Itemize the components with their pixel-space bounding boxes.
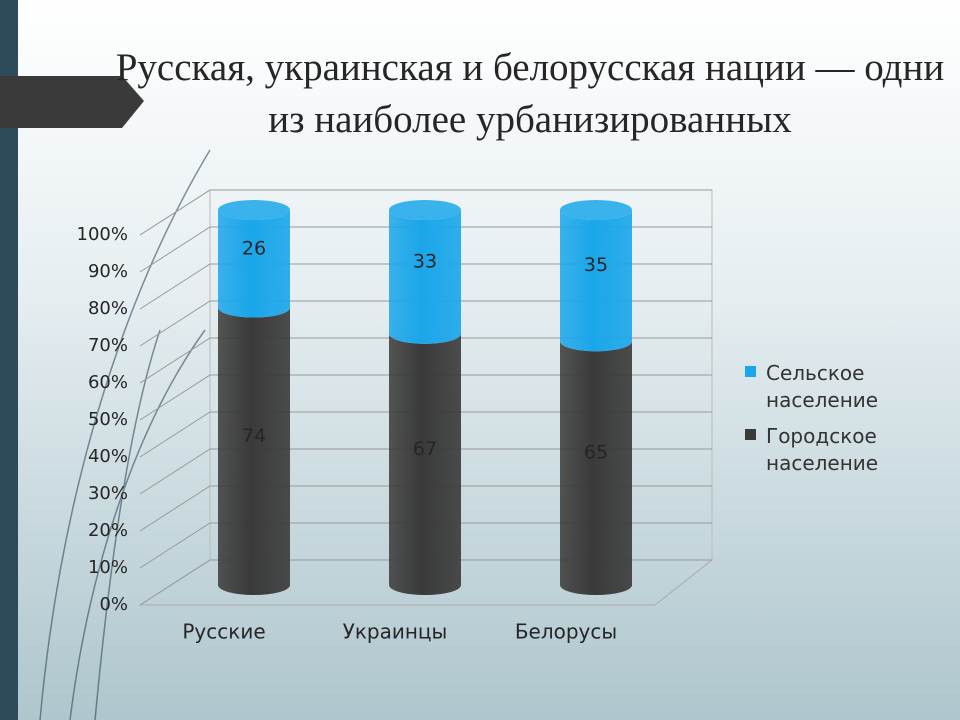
decor-lines xyxy=(39,149,211,720)
cylinder-segment xyxy=(218,307,290,595)
grid-line xyxy=(139,189,712,236)
grid-line xyxy=(139,374,712,421)
cylinder-segment xyxy=(560,341,632,595)
data-label: 26 xyxy=(242,237,266,259)
grid-line xyxy=(139,300,712,347)
cylinder-cap xyxy=(389,200,461,220)
x-tick-label: Украинцы xyxy=(343,620,448,644)
title-tab xyxy=(0,76,144,128)
grid-line xyxy=(139,522,712,569)
x-tick-label: Белорусы xyxy=(515,620,617,644)
cylinder-cap xyxy=(218,200,290,220)
y-tick-label: 40% xyxy=(88,446,128,467)
cylinder-cap xyxy=(560,200,632,220)
cylinder-segment xyxy=(389,210,461,344)
y-tick-label: 30% xyxy=(88,483,128,504)
y-tick-label: 100% xyxy=(77,224,128,245)
cylinder-segment xyxy=(560,210,632,352)
grid-line xyxy=(139,411,712,458)
y-tick-label: 10% xyxy=(88,557,128,578)
grid-line xyxy=(139,337,712,384)
side-strip xyxy=(0,0,18,720)
legend-entry: Городское население xyxy=(766,424,879,475)
y-tick-label: 20% xyxy=(88,520,128,541)
data-label: 74 xyxy=(242,425,266,447)
data-label: 35 xyxy=(584,254,608,276)
grid-line xyxy=(139,226,712,273)
y-tick-label: 50% xyxy=(88,409,128,430)
legend-swatch xyxy=(745,429,756,440)
data-label: 65 xyxy=(584,442,608,464)
grid-line xyxy=(139,485,712,532)
grid-line xyxy=(139,559,712,606)
chart-title: Русская, украинская и белорусская нации … xyxy=(115,46,945,141)
grid-line xyxy=(139,448,712,495)
legend-swatch xyxy=(745,366,756,377)
y-tick-label: 0% xyxy=(99,594,128,615)
data-label: 67 xyxy=(413,438,437,460)
grid-line xyxy=(139,263,712,310)
cylinder-segment xyxy=(218,210,290,318)
data-label: 33 xyxy=(413,250,437,272)
y-tick-label: 80% xyxy=(88,298,128,319)
y-tick-label: 70% xyxy=(88,335,128,356)
cylinder-segment xyxy=(389,333,461,595)
legend-entry: Сельское население xyxy=(766,361,879,412)
y-tick-label: 90% xyxy=(88,261,128,282)
y-tick-label: 60% xyxy=(88,372,128,393)
x-tick-label: Русские xyxy=(182,620,265,644)
